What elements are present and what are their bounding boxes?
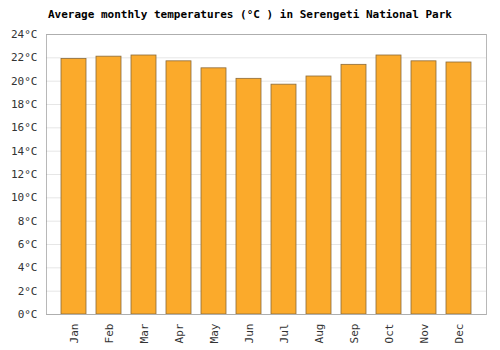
svg-text:10°C: 10°C xyxy=(11,191,38,204)
svg-text:2°C: 2°C xyxy=(18,285,38,298)
svg-text:16°C: 16°C xyxy=(11,121,38,134)
svg-text:20°C: 20°C xyxy=(11,75,38,88)
svg-text:24°C: 24°C xyxy=(11,28,38,41)
svg-text:Jan: Jan xyxy=(68,324,81,344)
svg-text:14°C: 14°C xyxy=(11,145,38,158)
svg-text:Oct: Oct xyxy=(383,324,396,344)
svg-text:Jun: Jun xyxy=(243,324,256,344)
html-text:Average monthly temperatures (: Average monthly temperatures (°C ) in Se… xyxy=(48,8,452,21)
svg-text:12°C: 12°C xyxy=(11,168,38,181)
svg-text:Apr: Apr xyxy=(173,323,186,343)
svg-text:Nov: Nov xyxy=(418,323,431,343)
svg-text:18°C: 18°C xyxy=(11,98,38,111)
svg-text:6°C: 6°C xyxy=(18,238,38,251)
svg-text:0°C: 0°C xyxy=(18,308,38,321)
svg-text:8°C: 8°C xyxy=(18,215,38,228)
svg-text:May: May xyxy=(208,323,221,343)
svg-text:Aug: Aug xyxy=(313,324,326,344)
svg-text:22°C: 22°C xyxy=(11,51,38,64)
svg-text:Dec: Dec xyxy=(453,324,466,344)
svg-text:Sep: Sep xyxy=(348,324,361,344)
svg-text:Mar: Mar xyxy=(138,323,151,343)
svg-text:4°C: 4°C xyxy=(18,261,38,274)
svg-text:Feb: Feb xyxy=(103,324,116,344)
svg-text:Jul: Jul xyxy=(278,324,291,344)
